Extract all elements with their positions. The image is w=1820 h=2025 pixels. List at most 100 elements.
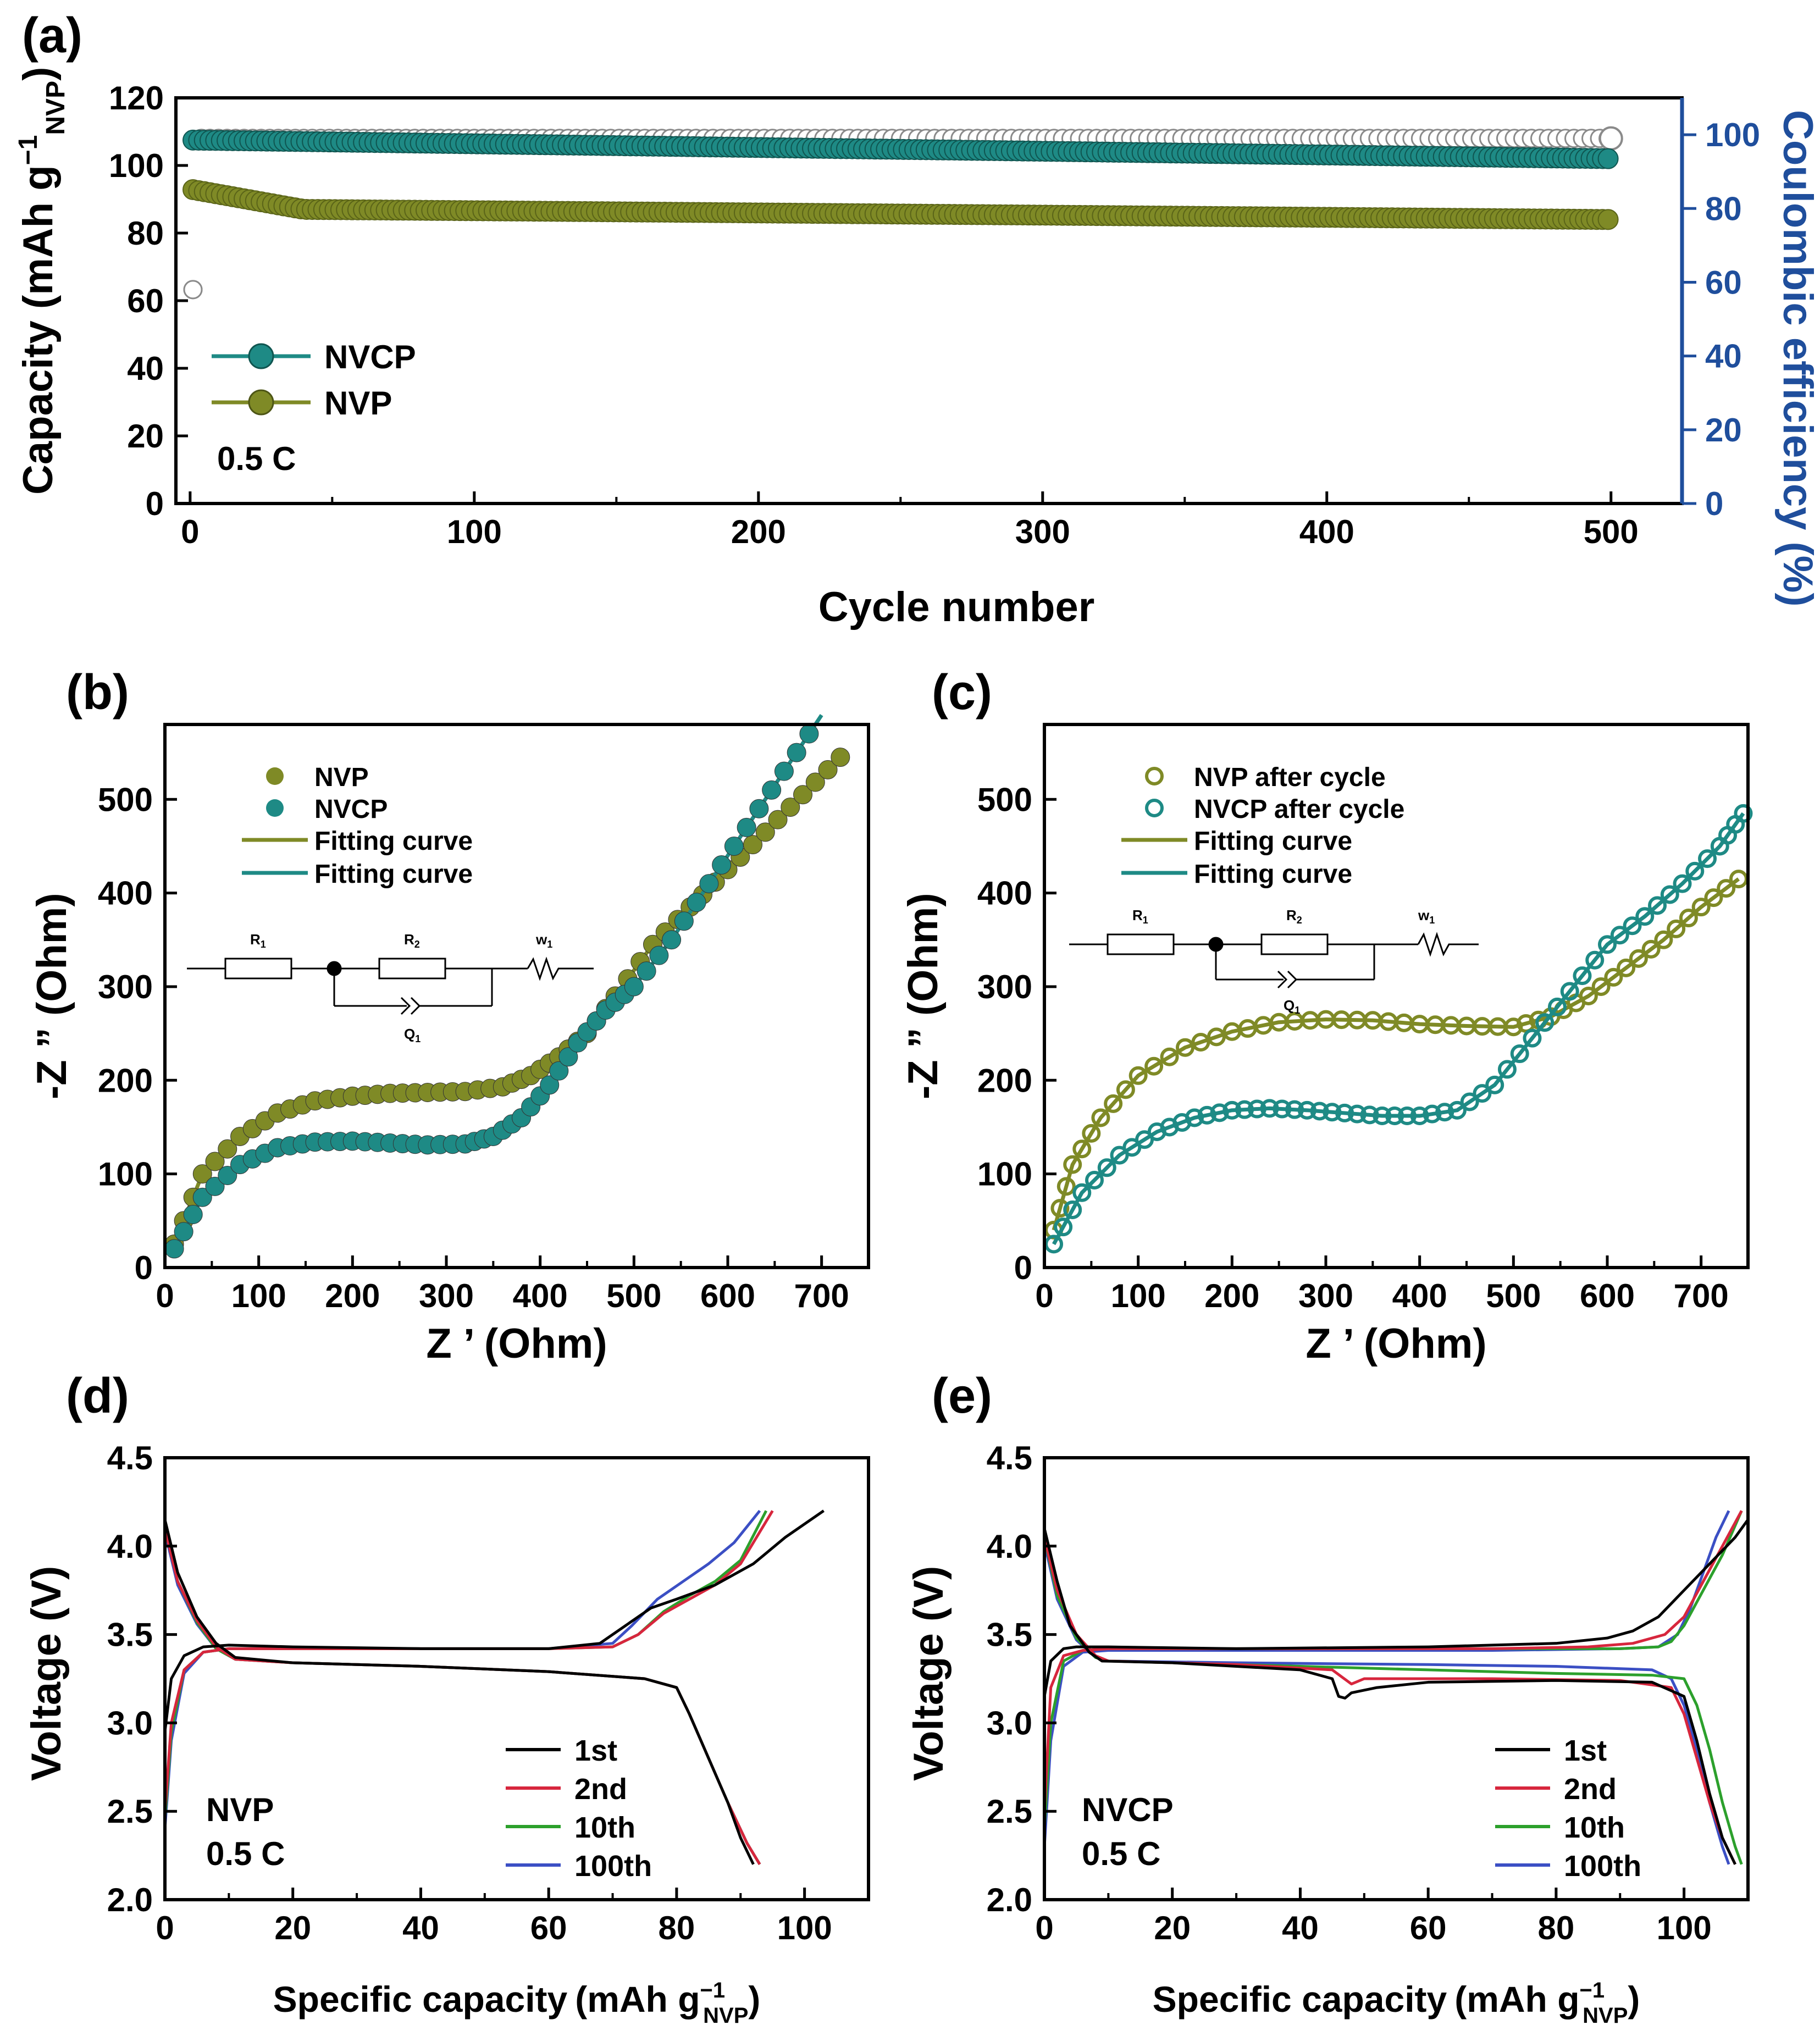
eis-point: [1128, 1066, 1148, 1085]
eis-point: [183, 1204, 203, 1224]
panel-a-yticks: 0 20 40 60 80 100 120: [109, 80, 188, 522]
eis-point: [793, 785, 813, 805]
legend-b-nvcp-label: NVCP: [314, 795, 388, 824]
panel-e-rate-annotation: 0.5 C: [1082, 1835, 1160, 1872]
panel-c-xlabel: Z ’ (Ohm): [1305, 1320, 1486, 1367]
x-tick-label: 60: [530, 1910, 567, 1946]
panel-c-legend: NVP after cycle NVCP after cycle Fitting…: [1121, 763, 1404, 889]
panel-d-sample-annotation: NVP: [206, 1791, 274, 1828]
x-tick-label: 40: [1282, 1910, 1319, 1946]
circuit-c-q1-label: Q1: [1284, 997, 1300, 1016]
eis-point: [749, 799, 769, 818]
x-tick-label: 300: [1015, 513, 1070, 550]
circuit-b-q1-label: Q1: [404, 1026, 421, 1044]
eis-point: [1473, 1084, 1492, 1103]
x-tick-label: 80: [1538, 1910, 1575, 1946]
legend-b-fit-nvcp-label: Fitting curve: [314, 860, 473, 889]
panel-e-xticks: 0 20 40 60 80 100: [1035, 1888, 1712, 1946]
panel-a-ylabel: Capacity (mAh g−1NVP): [14, 67, 70, 495]
eis-point: [1547, 997, 1567, 1016]
legend-c-fit-nvp-label: Fitting curve: [1194, 827, 1352, 856]
panel-c-frame: [1043, 723, 1750, 1269]
x-tick-label: 700: [794, 1277, 849, 1314]
circuit-b-q1: [410, 997, 421, 1015]
nvcp-point: [1597, 148, 1619, 169]
eis-point: [1116, 1080, 1135, 1099]
y-tick-label: 500: [977, 781, 1032, 818]
legend-d-1st-label: 1st: [574, 1734, 617, 1767]
panel-e-xlabel: Specific capacity (mAh g−1 NVP): [1153, 1978, 1640, 2025]
eis-point: [1573, 966, 1592, 986]
eis-point: [1072, 1139, 1092, 1159]
x-tick-label: 600: [700, 1277, 755, 1314]
y-tick-label: 300: [98, 969, 153, 1005]
eis-point: [174, 1222, 193, 1242]
eis-point: [1679, 909, 1698, 928]
y-tick-label: 200: [98, 1062, 153, 1099]
y-tick-label: 80: [127, 215, 164, 252]
panel-label-a: (a): [22, 8, 82, 63]
x-tick-label: 400: [1299, 513, 1354, 550]
eis-point: [781, 797, 800, 817]
panel-a-y2ticks: 0 20 40 60 80 100: [1682, 117, 1760, 522]
eis-point: [1072, 1183, 1092, 1202]
panel-label-b: (b): [66, 665, 129, 720]
eis-point: [624, 977, 644, 997]
eis-point: [831, 748, 850, 767]
legend-e-1st-label: 1st: [1564, 1734, 1607, 1767]
eis-point: [1091, 1108, 1110, 1127]
eis-point: [1585, 950, 1605, 970]
x-tick-label: 400: [1392, 1277, 1447, 1314]
x-tick-label: 100: [1111, 1277, 1166, 1314]
eis-point: [1273, 1099, 1292, 1119]
eis-point: [1397, 1106, 1417, 1126]
x-tick-label: 0: [181, 513, 199, 550]
eis-point: [687, 893, 706, 912]
eis-point: [1160, 1047, 1179, 1066]
y-tick-label: 4.5: [987, 1440, 1032, 1476]
eis-point: [1260, 1099, 1279, 1118]
voltage-curve: [163, 1509, 761, 1829]
legend-c-nvp-marker: [1145, 767, 1164, 785]
voltage-curve: [1043, 1528, 1736, 1865]
x-tick-label: 0: [1035, 1910, 1053, 1946]
eis-point: [787, 743, 806, 762]
panel-b-xticks: 0 100 200 300 400 500 600 700: [156, 1255, 849, 1314]
eis-point: [1660, 885, 1679, 904]
eis-point: [1667, 919, 1686, 938]
panel-b-circuit: [187, 956, 594, 1015]
y-tick-label: 100: [109, 147, 164, 184]
eis-point: [1423, 1104, 1442, 1124]
x-tick-label: 0: [156, 1910, 174, 1946]
x-tick-label: 500: [1584, 513, 1639, 550]
eis-point: [774, 761, 794, 781]
panel-a-xlabel: Cycle number: [818, 584, 1095, 630]
circuit-c-w1-label: w1: [1418, 907, 1435, 926]
legend-d-10th-label: 10th: [574, 1811, 635, 1844]
eis-point: [1310, 1102, 1329, 1121]
voltage-curve: [1043, 1537, 1736, 1865]
panel-b-yticks: 0 100 200 300 400 500: [98, 781, 177, 1286]
voltage-curve: [163, 1519, 755, 1865]
x-tick-label: 100: [1657, 1910, 1712, 1946]
x-tick-label: 0: [1035, 1277, 1053, 1314]
eis-point: [1360, 1105, 1379, 1125]
legend-c-fit-nvcp-label: Fitting curve: [1194, 860, 1352, 889]
y-tick-label: 4.0: [107, 1528, 153, 1565]
legend-c-nvcp-label: NVCP after cycle: [1194, 795, 1404, 824]
y-tick-label: 100: [98, 1156, 153, 1193]
circuit-b-w1: [527, 956, 594, 981]
eis-point: [1579, 987, 1598, 1005]
x-tick-label: 200: [1204, 1277, 1259, 1314]
x-tick-label: 200: [731, 513, 786, 550]
y-tick-label: 2.0: [987, 1882, 1032, 1918]
eis-point: [1410, 1106, 1429, 1126]
panel-d-marks: [163, 1509, 825, 1865]
legend-e-10th-label: 10th: [1564, 1811, 1625, 1844]
voltage-curve: [1043, 1510, 1743, 1812]
eis-point: [205, 1152, 225, 1171]
eis-point: [1510, 1044, 1529, 1064]
panel-d-legend: 1st 2nd 10th 100th NVP 0.5 C: [206, 1734, 652, 1883]
eis-point: [1523, 1028, 1542, 1048]
